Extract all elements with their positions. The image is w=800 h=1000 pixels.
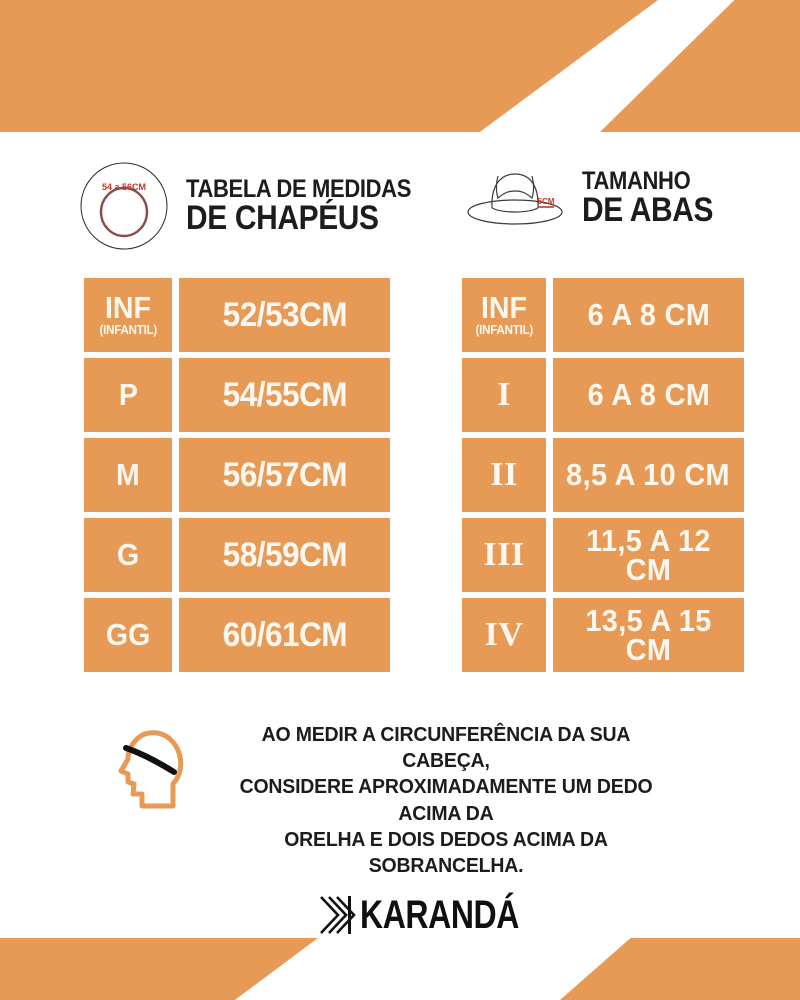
size-value-cell: 56/57CM: [179, 438, 390, 512]
brim-value: 6 A 8 CM: [587, 297, 710, 333]
size-value: 56/57CM: [222, 455, 347, 494]
size-value: 58/59CM: [222, 535, 347, 574]
brim-label: II: [490, 455, 518, 493]
brims-title-line1: TAMANHO: [582, 166, 691, 195]
brim-label: I: [497, 375, 511, 413]
size-label: P: [118, 377, 138, 413]
brim-value-cell: 6 A 8 CM: [553, 278, 744, 352]
brim-value: 11,5 A 12 CM: [586, 522, 711, 587]
size-label: GG: [105, 617, 151, 653]
size-value-cell: 58/59CM: [179, 518, 390, 592]
size-label-cell: GG: [84, 598, 172, 672]
brim-label-cell: IV: [462, 598, 546, 672]
hats-size-table: INF (INFANTIL) 52/53CM P 54/55CM M 56/57…: [84, 278, 390, 672]
table-row: P 54/55CM: [84, 358, 390, 432]
hats-section-header: 54 a 56CM TABELA DE MEDIDAS DE CHAPÉUS: [78, 160, 442, 252]
brim-sublabel: (INFANTIL): [475, 323, 533, 338]
table-row: G 58/59CM: [84, 518, 390, 592]
measuring-instructions-text: AO MEDIR A CIRCUNFERÊNCIA DA SUA CABEÇA,…: [204, 722, 688, 879]
size-value-cell: 54/55CM: [179, 358, 390, 432]
bottom-banner-shape-right: [560, 938, 800, 1000]
size-value: 52/53CM: [222, 295, 347, 334]
brim-label: IV: [484, 615, 524, 653]
hats-title: TABELA DE MEDIDAS DE CHAPÉUS: [186, 174, 442, 237]
fedora-brim-caption: 5CM: [538, 197, 555, 206]
head-profile-measuring-tape-icon: [118, 730, 184, 809]
size-label-cell: INF (INFANTIL): [84, 278, 172, 352]
top-banner-shape-left: [0, 0, 658, 132]
brim-value: 13,5 A 15 CM: [585, 602, 712, 667]
bottom-banner-shape-left: [0, 938, 318, 1000]
table-row: INF (INFANTIL) 52/53CM: [84, 278, 390, 352]
size-label: M: [116, 457, 140, 493]
note-line-3: ORELHA E DOIS DEDOS ACIMA DA SOBRANCELHA…: [284, 827, 608, 878]
table-row: GG 60/61CM: [84, 598, 390, 672]
measuring-instructions: AO MEDIR A CIRCUNFERÊNCIA DA SUA CABEÇA,…: [118, 722, 688, 879]
size-value: 54/55CM: [222, 375, 347, 414]
size-label-cell: G: [84, 518, 172, 592]
brim-label-cell: III: [462, 518, 546, 592]
brand-logo: KARANDÁ: [318, 893, 559, 937]
karanda-chevron-mark-icon: [320, 896, 356, 934]
brims-section-header: 5CM TAMANHO DE ABAS: [462, 162, 731, 234]
table-row: INF (INFANTIL) 6 A 8 CM: [462, 278, 744, 352]
brim-label-cell: II: [462, 438, 546, 512]
size-label-cell: P: [84, 358, 172, 432]
table-row: I 6 A 8 CM: [462, 358, 744, 432]
brim-value-cell: 8,5 A 10 CM: [553, 438, 744, 512]
table-row: II 8,5 A 10 CM: [462, 438, 744, 512]
brim-value: 6 A 8 CM: [587, 377, 710, 413]
fedora-hat-icon: 5CM: [467, 173, 563, 225]
brims-size-table: INF (INFANTIL) 6 A 8 CM I 6 A 8 CM II 8,…: [462, 278, 744, 672]
brim-value-cell: 13,5 A 15 CM: [553, 598, 744, 672]
size-value: 60/61CM: [222, 615, 347, 654]
brim-label-cell: INF (INFANTIL): [462, 278, 546, 352]
size-sublabel: (INFANTIL): [99, 323, 157, 338]
brim-label: III: [483, 535, 525, 573]
bottom-banner: [0, 905, 800, 1000]
brand-logo-wordmark: KARANDÁ: [360, 893, 519, 937]
note-line-1: AO MEDIR A CIRCUNFERÊNCIA DA SUA CABEÇA,: [261, 723, 631, 773]
table-row: M 56/57CM: [84, 438, 390, 512]
size-value-cell: 52/53CM: [179, 278, 390, 352]
size-label-cell: M: [84, 438, 172, 512]
top-banner: [0, 0, 800, 132]
brims-title: TAMANHO DE ABAS: [582, 166, 731, 229]
brim-value-cell: 6 A 8 CM: [553, 358, 744, 432]
size-label: G: [116, 537, 140, 573]
brims-title-line2: DE ABAS: [582, 190, 714, 229]
brim-label: INF: [481, 289, 527, 325]
brim-value-cell: 11,5 A 12 CM: [553, 518, 744, 592]
hats-title-line1: TABELA DE MEDIDAS: [186, 174, 412, 203]
table-row: IV 13,5 A 15 CM: [462, 598, 744, 672]
note-line-2: CONSIDERE APROXIMADAMENTE UM DEDO ACIMA …: [239, 775, 653, 825]
size-label: INF: [105, 289, 151, 325]
hats-title-line2: DE CHAPÉUS: [186, 198, 379, 237]
table-row: III 11,5 A 12 CM: [462, 518, 744, 592]
hat-top-view-caption: 54 a 56CM: [102, 182, 146, 192]
size-value-cell: 60/61CM: [179, 598, 390, 672]
hat-top-view-icon: 54 a 56CM: [80, 162, 168, 250]
brim-value: 8,5 A 10 CM: [566, 457, 731, 493]
brim-label-cell: I: [462, 358, 546, 432]
